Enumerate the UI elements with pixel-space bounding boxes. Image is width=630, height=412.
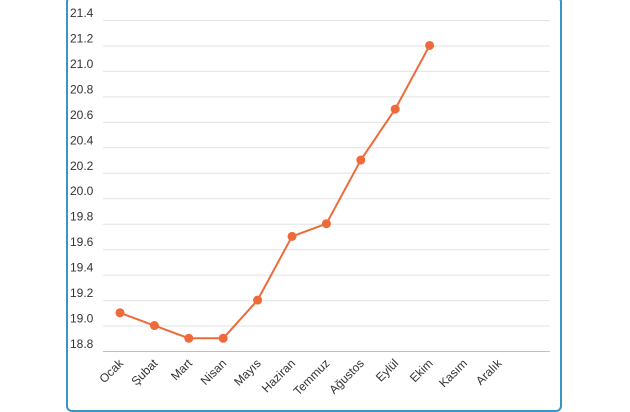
x-axis-ticks: Ocak Şubat Mart Nisan MayısHaziranTemmuzAğus… xyxy=(96,356,505,399)
data-point[interactable] xyxy=(149,321,159,331)
data-point[interactable] xyxy=(425,40,435,50)
y-tick-label: 21.2 xyxy=(70,31,94,45)
data-point[interactable] xyxy=(218,333,228,343)
y-tick-label: 20.8 xyxy=(70,82,94,96)
x-tick-label: Ocak xyxy=(96,356,126,386)
y-tick-label: 20.0 xyxy=(70,184,94,198)
x-tick-label: Kasım xyxy=(436,356,470,390)
series-layer xyxy=(115,40,435,343)
y-tick-label: 21.4 xyxy=(70,6,94,20)
data-point[interactable] xyxy=(253,295,263,305)
y-tick-label: 20.6 xyxy=(70,108,94,122)
y-tick-label: 20.2 xyxy=(70,159,94,173)
x-tick-label: Nisan xyxy=(198,356,230,388)
y-tick-label: 18.8 xyxy=(70,337,94,351)
y-axis-ticks: 21.4 21.2 21.0 20.8 20.6 20.4 20.2 20.0 19.8 19.6… xyxy=(70,6,94,351)
data-point[interactable] xyxy=(356,155,366,165)
gridlines xyxy=(103,20,550,352)
y-tick-label: 20.4 xyxy=(70,133,94,147)
x-tick-label: Şubat xyxy=(128,356,161,389)
data-point[interactable] xyxy=(115,308,125,318)
y-tick-label: 21.0 xyxy=(70,57,94,71)
y-tick-label: 19.4 xyxy=(70,261,94,275)
data-point[interactable] xyxy=(184,333,194,343)
y-tick-label: 19.0 xyxy=(70,312,94,326)
x-tick-label: Mayıs xyxy=(231,356,264,389)
data-point[interactable] xyxy=(390,104,400,114)
series-line xyxy=(119,44,431,340)
x-tick-label: Temmuz xyxy=(291,356,333,398)
chart-frame xyxy=(66,0,562,412)
x-tick-label: Aralık xyxy=(473,356,505,388)
data-point[interactable] xyxy=(287,231,297,241)
x-tick-label: Ekim xyxy=(407,356,436,385)
y-tick-label: 19.8 xyxy=(70,210,94,224)
y-tick-label: 19.6 xyxy=(70,235,94,249)
x-tick-label: Mart xyxy=(168,356,195,383)
x-tick-label: Eylül xyxy=(373,356,401,384)
y-tick-label: 19.2 xyxy=(70,286,94,300)
x-tick-label: Ağustos xyxy=(326,356,367,397)
data-point[interactable] xyxy=(321,219,331,229)
